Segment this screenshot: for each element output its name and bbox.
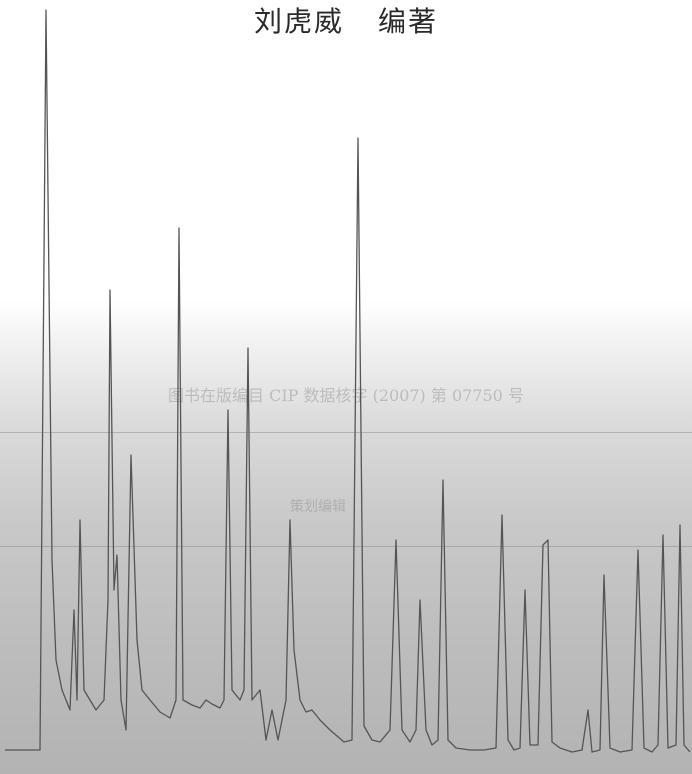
ghost-text-line1: 图书在版编目 CIP 数据核字 (2007) 第 07750 号	[168, 386, 524, 405]
author-name: 刘虎威	[253, 5, 344, 38]
ghost-text-line2: 策划编辑	[290, 499, 346, 515]
author-role: 编著	[378, 5, 439, 38]
chromatogram-trace-layer	[5, 9, 691, 753]
book-title: 刘虎威 编著	[0, 0, 692, 40]
ghost-rule-bottom	[0, 546, 692, 547]
ghost-rule-top	[0, 432, 692, 433]
chromatogram-trace-0	[5, 9, 691, 753]
